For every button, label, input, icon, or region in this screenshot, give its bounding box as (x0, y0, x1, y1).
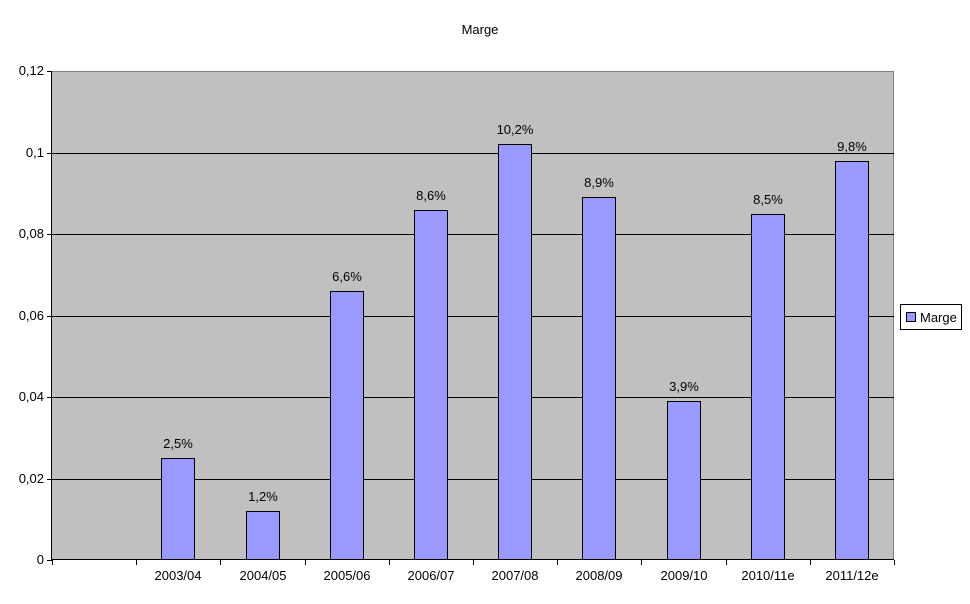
legend[interactable]: Marge (900, 304, 962, 330)
category-label-2003-04: 2003/04 (154, 568, 202, 583)
gridline (52, 153, 894, 154)
gridline (52, 234, 894, 235)
bar-label-2009-10: 3,9% (669, 379, 699, 394)
x-tick-mark (641, 560, 642, 565)
y-tick-label: 0 (36, 552, 44, 567)
x-tick-mark (389, 560, 390, 565)
bar-2011-12e[interactable] (835, 161, 869, 560)
bar-2006-07[interactable] (414, 210, 448, 560)
y-tick-mark (47, 71, 52, 72)
legend-swatch-marge (906, 312, 916, 322)
legend-label: Marge (920, 309, 957, 325)
y-tick-mark (47, 234, 52, 235)
bar-label-2003-04: 2,5% (163, 436, 193, 451)
x-tick-mark (305, 560, 306, 565)
bar-label-2010-11e: 8,5% (753, 192, 783, 207)
bar-label-2008-09: 8,9% (584, 175, 614, 190)
bar-2004-05[interactable] (246, 511, 280, 560)
category-label-2005-06: 2005/06 (323, 568, 371, 583)
bar-2005-06[interactable] (330, 291, 364, 560)
bar-2010-11e[interactable] (751, 214, 785, 560)
bar-2009-10[interactable] (667, 401, 701, 560)
y-tick-mark (47, 560, 52, 561)
category-label-2011-12e: 2011/12e (825, 568, 879, 583)
x-tick-mark (557, 560, 558, 565)
y-tick-label: 0,02 (18, 471, 44, 486)
x-tick-mark (726, 560, 727, 565)
x-tick-mark (810, 560, 811, 565)
y-tick-label: 0,12 (18, 63, 44, 78)
y-tick-label: 0,04 (18, 389, 44, 404)
y-tick-label: 0,06 (18, 308, 44, 323)
category-label-2009-10: 2009/10 (660, 568, 708, 583)
bar-label-2004-05: 1,2% (248, 489, 278, 504)
y-tick-mark (47, 397, 52, 398)
bar-label-2006-07: 8,6% (416, 188, 446, 203)
bar-label-2007-08: 10,2% (496, 122, 534, 137)
y-tick-mark (47, 479, 52, 480)
x-tick-mark (52, 560, 53, 565)
x-tick-mark (894, 560, 895, 565)
chart-title: Marge (461, 22, 499, 37)
category-label-2007-08: 2007/08 (491, 568, 539, 583)
category-label-2008-09: 2008/09 (575, 568, 623, 583)
gridline (52, 397, 894, 398)
y-tick-label: 0,1 (25, 145, 44, 160)
x-tick-mark (136, 560, 137, 565)
bar-label-2005-06: 6,6% (332, 269, 362, 284)
y-axis-line (51, 71, 52, 561)
bar-2008-09[interactable] (582, 197, 616, 560)
gridline (52, 479, 894, 480)
category-label-2006-07: 2006/07 (407, 568, 455, 583)
x-tick-mark (220, 560, 221, 565)
bar-2003-04[interactable] (161, 458, 195, 560)
x-axis-line (51, 559, 894, 560)
y-tick-label: 0,08 (18, 226, 44, 241)
y-tick-mark (47, 153, 52, 154)
bar-label-2011-12e: 9,8% (837, 139, 867, 154)
bar-2007-08[interactable] (498, 144, 532, 560)
x-tick-mark (473, 560, 474, 565)
gridline (52, 316, 894, 317)
category-label-2004-05: 2004/05 (239, 568, 287, 583)
category-label-2010-11e: 2010/11e (741, 568, 795, 583)
y-tick-mark (47, 316, 52, 317)
